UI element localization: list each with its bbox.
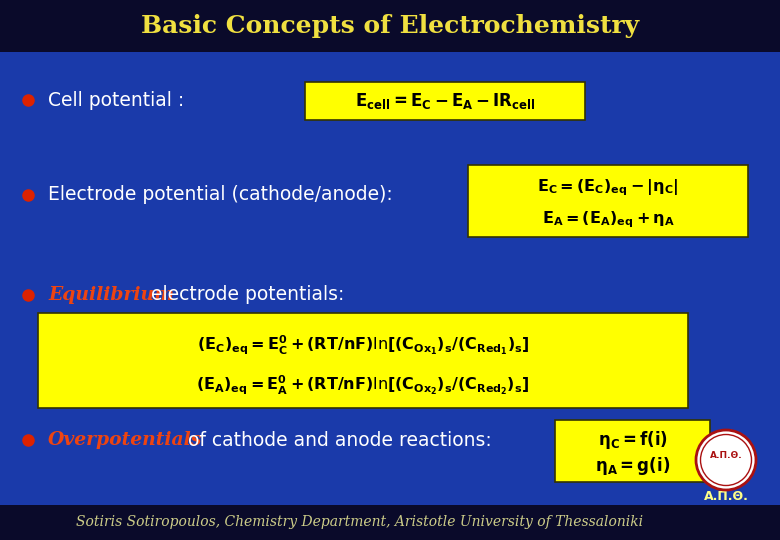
Text: $\mathbf{E_{cell} = E_C - E_A - IR_{cell}}$: $\mathbf{E_{cell} = E_C - E_A - IR_{cell… [355, 91, 535, 111]
Text: A.Π.Θ.: A.Π.Θ. [710, 450, 743, 460]
Text: Overpotentials: Overpotentials [48, 431, 202, 449]
Text: Α.Π.Θ.: Α.Π.Θ. [704, 490, 749, 503]
Bar [555, 420, 710, 482]
Bar [38, 313, 688, 408]
Text: $\mathbf{\eta_C = f(i)}$: $\mathbf{\eta_C = f(i)}$ [598, 429, 668, 451]
Text: $\mathbf{E_A = (E_A)_{eq} + \eta_A}$: $\mathbf{E_A = (E_A)_{eq} + \eta_A}$ [541, 210, 675, 230]
Text: Sotiris Sotiropoulos, Chemistry Department, Aristotle University of Thessaloniki: Sotiris Sotiropoulos, Chemistry Departme… [76, 515, 644, 529]
Circle shape [696, 430, 756, 490]
Bar [0, 505, 780, 540]
Text: $\mathbf{(E_A)_{eq} = E_A^0 + (RT/nF)\ln[(C_{Ox_2})_s/(C_{Red_2})_s]}$: $\mathbf{(E_A)_{eq} = E_A^0 + (RT/nF)\ln… [197, 373, 530, 397]
Text: Equilibrium: Equilibrium [48, 286, 174, 304]
Text: $\mathbf{\eta_A = g(i)}$: $\mathbf{\eta_A = g(i)}$ [595, 455, 671, 477]
Text: Basic Concepts of Electrochemistry: Basic Concepts of Electrochemistry [141, 14, 639, 38]
Text: Electrode potential (cathode/anode):: Electrode potential (cathode/anode): [48, 186, 393, 205]
Text: electrode potentials:: electrode potentials: [145, 286, 345, 305]
Text: $\mathbf{(E_C)_{eq} = E_C^0 + (RT/nF)\ln[(C_{Ox_1})_s/(C_{Red_1})_s]}$: $\mathbf{(E_C)_{eq} = E_C^0 + (RT/nF)\ln… [197, 333, 530, 356]
Bar [305, 82, 585, 120]
Bar [468, 165, 748, 237]
Text: $\mathbf{E_C = (E_C)_{eq} - |\eta_C|}$: $\mathbf{E_C = (E_C)_{eq} - |\eta_C|}$ [537, 178, 679, 198]
Text: of cathode and anode reactions:: of cathode and anode reactions: [182, 430, 491, 449]
Bar [0, 0, 780, 52]
Text: Cell potential :: Cell potential : [48, 91, 184, 110]
